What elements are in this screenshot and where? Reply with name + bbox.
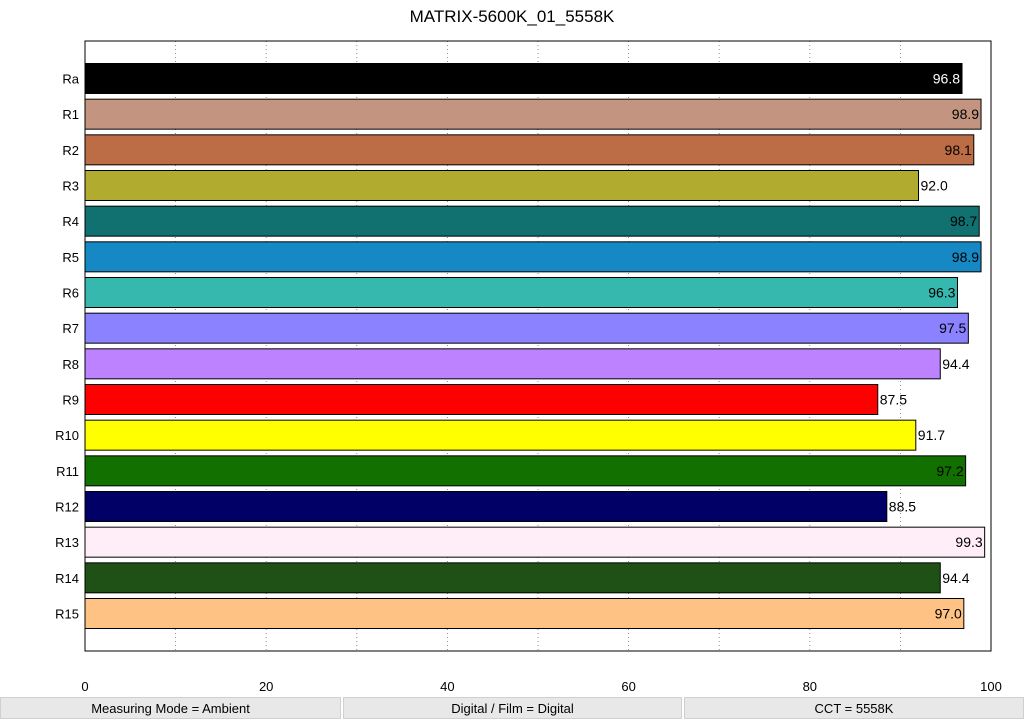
category-label: R5 bbox=[62, 250, 79, 265]
data-label: 97.0 bbox=[935, 606, 962, 622]
category-label: R12 bbox=[55, 500, 79, 515]
bar-chart: Ra 96.8 R1 98.9 R2 98.1 R3 92.0 R4 98.7 R5 98.9 R6 96… bbox=[55, 40, 1002, 695]
category-label: R10 bbox=[55, 428, 79, 443]
bar-r5 bbox=[84, 241, 982, 273]
bar-r14 bbox=[84, 562, 941, 594]
category-label: Ra bbox=[62, 72, 79, 87]
category-label: R14 bbox=[55, 571, 79, 586]
data-label: 94.4 bbox=[942, 570, 969, 586]
bar-r10 bbox=[84, 419, 917, 451]
data-label: 98.1 bbox=[945, 142, 972, 158]
x-tick-label: 20 bbox=[259, 679, 273, 694]
bar-r8 bbox=[84, 348, 941, 380]
chart-title: MATRIX-5600K_01_5558K bbox=[409, 7, 615, 26]
x-tick-label: 0 bbox=[81, 679, 88, 694]
bar-ra bbox=[84, 63, 963, 94]
measuring-mode-field: Measuring Mode = Ambient bbox=[0, 697, 341, 719]
category-label: R6 bbox=[62, 286, 79, 301]
data-label: 99.3 bbox=[955, 534, 982, 550]
x-tick-label: 60 bbox=[621, 679, 635, 694]
category-label: R4 bbox=[62, 214, 79, 229]
data-label: 88.5 bbox=[889, 499, 916, 515]
data-label: 96.3 bbox=[928, 285, 955, 301]
bar-r11 bbox=[84, 455, 967, 487]
category-label: R11 bbox=[56, 464, 79, 479]
data-label: 96.8 bbox=[933, 71, 960, 87]
x-tick-label: 100 bbox=[980, 679, 1002, 694]
digital-film-field: Digital / Film = Digital bbox=[343, 697, 682, 719]
data-label: 94.4 bbox=[942, 356, 969, 372]
x-tick-label: 40 bbox=[440, 679, 454, 694]
category-label: R2 bbox=[62, 143, 79, 158]
bar-r6 bbox=[84, 277, 958, 308]
x-tick-label: 80 bbox=[803, 679, 817, 694]
bar-r15 bbox=[84, 598, 965, 629]
bar-r3 bbox=[84, 170, 920, 201]
data-label: 91.7 bbox=[918, 427, 945, 443]
category-label: R7 bbox=[62, 321, 79, 336]
plot-frame bbox=[84, 40, 992, 652]
bar-r12 bbox=[84, 491, 888, 522]
bar-r7 bbox=[84, 312, 969, 344]
bars bbox=[84, 63, 986, 629]
bar-r13 bbox=[84, 526, 986, 558]
data-label: 98.7 bbox=[950, 213, 977, 229]
data-label: 87.5 bbox=[880, 392, 907, 408]
cct-field: CCT = 5558K bbox=[684, 697, 1024, 719]
bar-r1 bbox=[84, 98, 982, 130]
labels: Ra 96.8 R1 98.9 R2 98.1 R3 92.0 R4 98.7 R5 98.9 R6 96… bbox=[55, 71, 1002, 695]
category-label: R9 bbox=[62, 393, 79, 408]
bar-r9 bbox=[84, 384, 879, 415]
data-label: 98.9 bbox=[952, 249, 979, 265]
data-label: 92.0 bbox=[921, 178, 948, 194]
grid-lines bbox=[175, 41, 901, 651]
footer-bar: Measuring Mode = Ambient Digital / Film … bbox=[0, 697, 1024, 721]
data-label: 97.2 bbox=[936, 463, 963, 479]
data-label: 98.9 bbox=[952, 106, 979, 122]
bar-r4 bbox=[84, 205, 980, 237]
category-label: R13 bbox=[55, 535, 79, 550]
category-label: R15 bbox=[55, 607, 79, 622]
category-label: R3 bbox=[62, 179, 79, 194]
category-label: R8 bbox=[62, 357, 79, 372]
category-label: R1 bbox=[62, 107, 79, 122]
data-label: 97.5 bbox=[939, 320, 966, 336]
bar-r2 bbox=[84, 134, 975, 166]
